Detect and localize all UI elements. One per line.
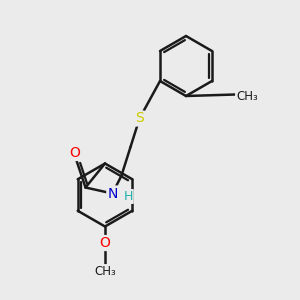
Text: H: H [123, 190, 133, 203]
Text: N: N [107, 187, 118, 200]
Text: O: O [100, 236, 110, 250]
Text: CH₃: CH₃ [236, 89, 258, 103]
Text: CH₃: CH₃ [94, 265, 116, 278]
Text: S: S [135, 112, 144, 125]
Text: O: O [70, 146, 80, 160]
